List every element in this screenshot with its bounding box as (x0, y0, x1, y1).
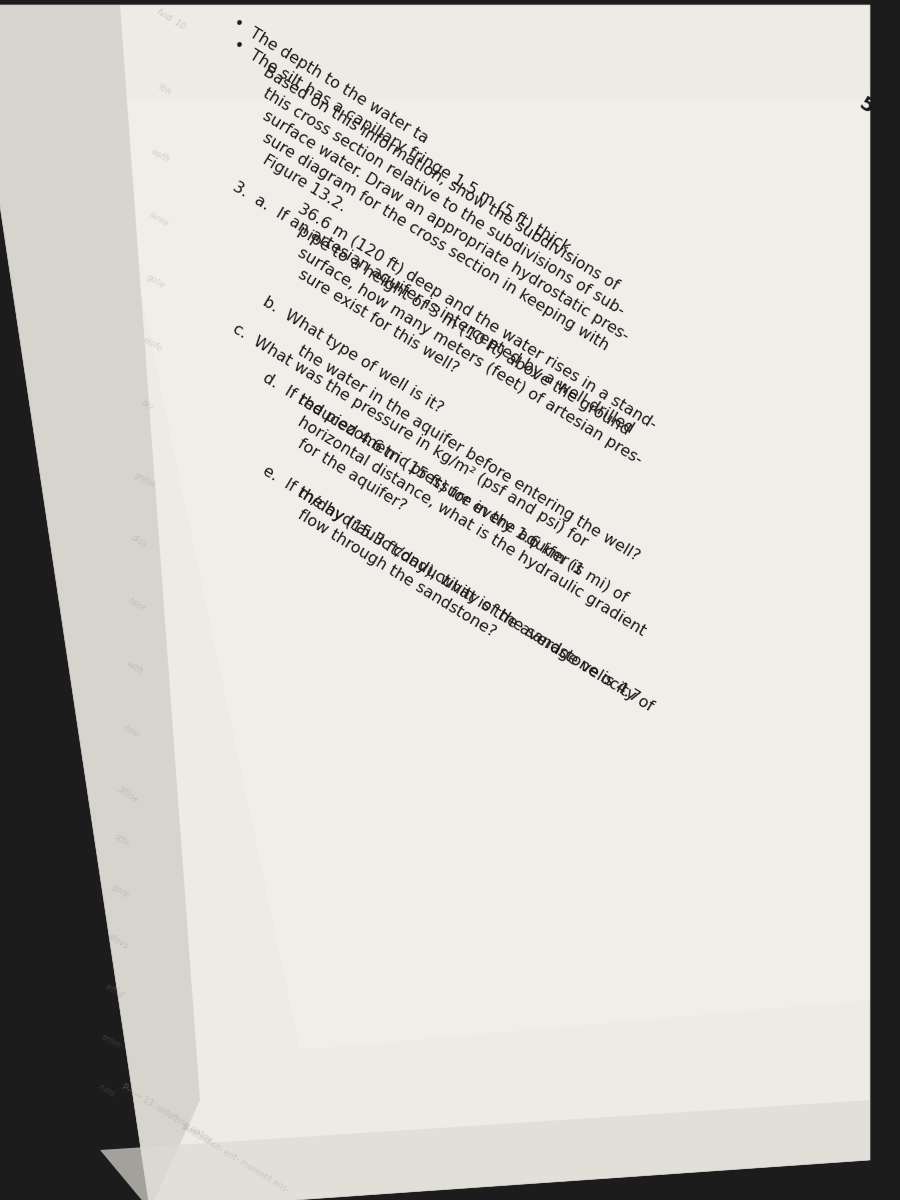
Polygon shape (100, 100, 870, 1050)
Text: eafft: eafft (150, 148, 171, 166)
Text: surface, how many meters (feet) of artesian pres-: surface, how many meters (feet) of artes… (295, 245, 644, 468)
Text: 30loe: 30loe (116, 785, 140, 805)
Text: 3.  a.  If an artesian aquifer is intercepted by a well drilled: 3. a. If an artesian aquifer is intercep… (230, 179, 636, 437)
Text: elofe: elofe (142, 335, 165, 354)
Polygon shape (0, 5, 870, 1200)
Text: gnilel: gnilel (133, 470, 158, 490)
Text: diss: diss (130, 533, 148, 550)
Text: stbi.: stbi. (113, 833, 133, 850)
Text: reduced 4.6 m (15 ft) for every 1.6 km (1 mi) of: reduced 4.6 m (15 ft) for every 1.6 km (… (295, 392, 630, 606)
Text: sure diagram for the cross section in keeping with: sure diagram for the cross section in ke… (260, 131, 611, 354)
Text: eff d.: eff d. (104, 983, 127, 1001)
Text: surface water. Draw an appropriate hydrostatic pres-: surface water. Draw an appropriate hydro… (260, 108, 632, 343)
Text: this cross section relative to the subdivisions of sub-: this cross section relative to the subdi… (260, 86, 626, 319)
Text: 5: 5 (855, 94, 877, 118)
Text: flow through the sandstone?: flow through the sandstone? (295, 508, 499, 640)
Text: horizontal distance, what is the hydraulic gradient: horizontal distance, what is the hydraul… (295, 414, 649, 638)
Text: e.  If the hydraulic conductivity of the sandstone is 4.7: e. If the hydraulic conductivity of the … (260, 463, 642, 706)
Text: emm: emm (100, 1032, 123, 1051)
Text: the water in the aquifer before entering the well?: the water in the aquifer before entering… (295, 343, 643, 564)
Text: 36.6 m (120 ft) deep and the water rises in a stand-: 36.6 m (120 ft) deep and the water rises… (295, 202, 659, 432)
Text: P—— 13. oldofting antoy: P—— 13. oldofting antoy (120, 1082, 213, 1145)
Text: with: with (124, 659, 144, 677)
Polygon shape (100, 1100, 870, 1200)
Text: fvid  10: fvid 10 (155, 7, 187, 31)
Text: Based on this information, show the subdivisions of: Based on this information, show the subd… (260, 65, 621, 293)
Text: pipe to a height of 3 m (10 ft) above the ground: pipe to a height of 3 m (10 ft) above th… (295, 223, 633, 438)
Text: elovs: elovs (107, 932, 130, 952)
Text: d.  If the piezometric pressure in the aquifer is: d. If the piezometric pressure in the aq… (260, 371, 586, 578)
Text: •  The silt has a capillary fringe 1.5 m (5 ft) thick.: • The silt has a capillary fringe 1.5 m … (230, 37, 577, 258)
Text: c.  What was the pressure in kg/m² (psf and psi) for: c. What was the pressure in kg/m² (psf a… (230, 322, 590, 550)
Text: sure exist for this well?: sure exist for this well? (295, 268, 461, 377)
Text: laree: laree (148, 210, 171, 229)
Text: bsor: bsor (127, 596, 148, 613)
Text: Figure 13.2.: Figure 13.2. (260, 152, 349, 215)
Text: gore: gore (110, 882, 131, 900)
Text: •  The depth to the water ta: • The depth to the water ta (230, 16, 431, 146)
Text: golie: golie (145, 272, 167, 290)
Polygon shape (0, 5, 200, 1200)
Text: -bnu: -bnu (121, 722, 142, 740)
Text: beataahot- ent- moreent ens-: beataahot- ent- moreent ens- (180, 1122, 291, 1195)
Text: Yoh: Yoh (155, 83, 172, 97)
Text: runs: runs (97, 1082, 117, 1099)
Text: m/day (15.3 ft/day), what is the average velocity of: m/day (15.3 ft/day), what is the average… (295, 485, 656, 714)
Text: biv.: biv. (140, 398, 158, 414)
Text: b.  What type of well is it?: b. What type of well is it? (260, 294, 446, 416)
Text: for the aquifer?: for the aquifer? (295, 437, 409, 514)
